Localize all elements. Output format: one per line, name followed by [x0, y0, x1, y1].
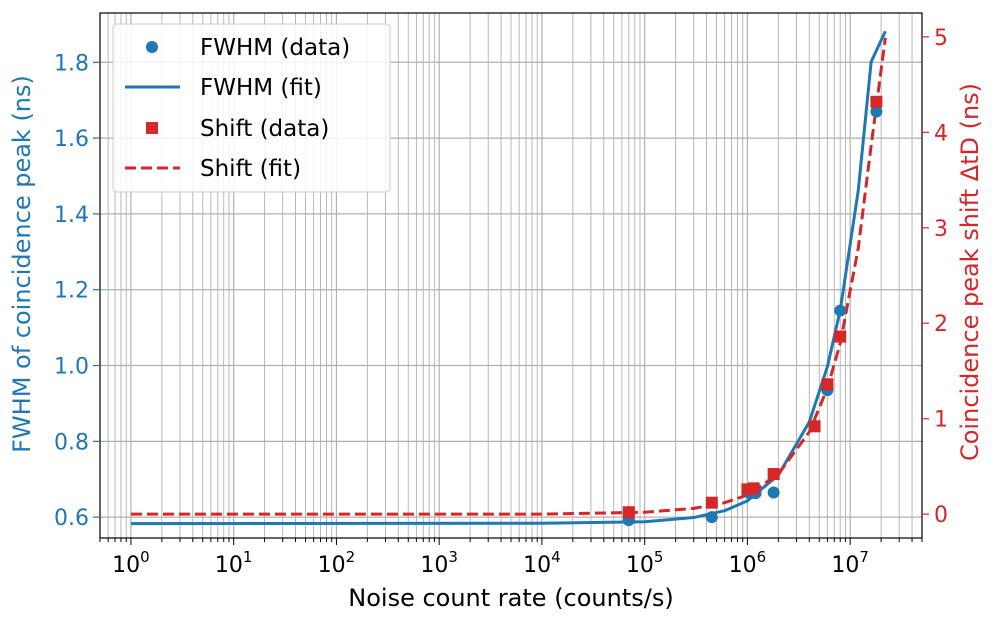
- y-right-tick-label: 3: [934, 217, 948, 242]
- shift-data-point: [821, 378, 834, 391]
- shift-data-point: [834, 330, 847, 343]
- y-axis-left-label: FWHM of coincidence peak (ns): [8, 75, 36, 453]
- y-left-tick-label: 1.0: [54, 355, 89, 380]
- legend-shift-fit-label: Shift (fit): [200, 156, 301, 182]
- plot-area: [130, 30, 887, 527]
- legend-shift-data-marker: [146, 122, 158, 134]
- y-left-tick-label: 1.8: [54, 51, 89, 76]
- y-left-tick-label: 0.6: [54, 506, 89, 531]
- legend-fwhm-data-label: FWHM (data): [200, 35, 350, 61]
- shift-data-point: [705, 496, 718, 509]
- shift-data-point: [870, 95, 883, 108]
- x-tick-label: 103: [420, 548, 458, 578]
- y-left-tick-label: 1.6: [54, 127, 89, 152]
- y-right-tick-label: 1: [934, 408, 948, 433]
- x-axis-label: Noise count rate (counts/s): [348, 584, 673, 612]
- legend-fwhm-data-marker: [146, 41, 158, 53]
- legend-shift-data-label: Shift (data): [200, 116, 329, 142]
- y-right-tick-label: 5: [934, 26, 948, 51]
- fwhm-data-point: [870, 105, 883, 118]
- y-left-tick-label: 0.8: [54, 430, 89, 455]
- shift-data-point: [747, 482, 760, 495]
- x-tick-label: 107: [831, 548, 869, 578]
- x-tick-label: 104: [523, 548, 561, 578]
- x-tick-label: 102: [318, 548, 356, 578]
- shift-data-point: [808, 420, 821, 433]
- y-right-tick-label: 0: [934, 503, 948, 528]
- y-left-tick-label: 1.4: [54, 203, 89, 228]
- y-axis-right-label: Coincidence peak shift ΔtD (ns): [956, 83, 984, 461]
- fwhm-data-point: [834, 304, 847, 317]
- legend-fwhm-fit-label: FWHM (fit): [200, 75, 322, 101]
- shift-fit-line: [130, 37, 887, 516]
- y-right-tick-label: 2: [934, 312, 948, 337]
- fwhm-data-point: [767, 486, 780, 499]
- y-left-tick-label: 1.2: [54, 279, 89, 304]
- fwhm-data-point: [705, 511, 718, 524]
- shift-data-point: [767, 468, 780, 481]
- x-tick-label: 101: [215, 548, 253, 578]
- x-tick-label: 106: [729, 548, 767, 578]
- axes: 0.6 0.8 1.0 1.2 1.4 1.6 1.8 0 1 2 3 4 5 100 101 102 103 1…: [54, 26, 948, 578]
- x-tick-label: 100: [112, 548, 150, 578]
- y-right-tick-label: 4: [934, 121, 948, 146]
- legend: FWHM (data) FWHM (fit) Shift (data) Shift (…: [112, 23, 391, 193]
- shift-data-point: [622, 506, 635, 519]
- x-tick-label: 105: [626, 548, 664, 578]
- legend-box: [112, 23, 391, 193]
